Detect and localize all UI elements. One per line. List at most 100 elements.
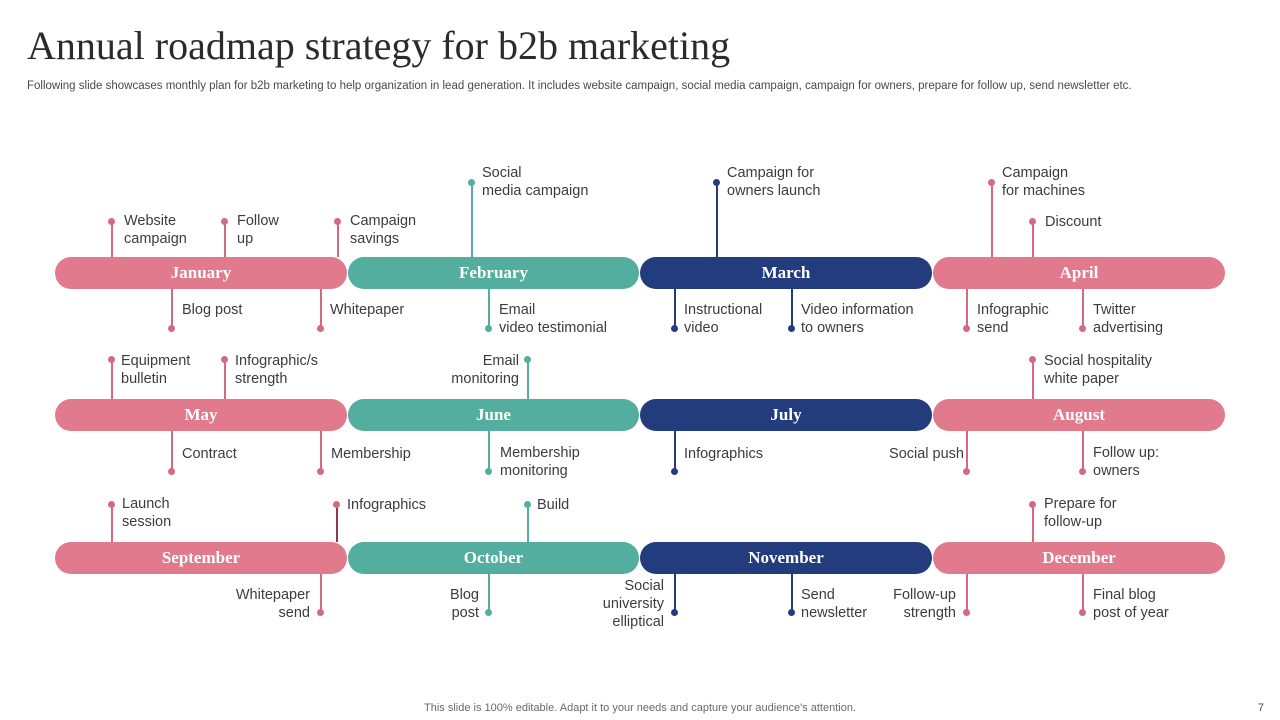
milestone-dot	[485, 325, 492, 332]
milestone-dot	[221, 218, 228, 225]
connector-line	[471, 182, 473, 257]
milestone-dot	[671, 325, 678, 332]
milestone-dot	[468, 179, 475, 186]
milestone-label: Follow up: owners	[1093, 445, 1160, 479]
milestone-label: Launch session	[122, 496, 172, 530]
connector-line	[966, 574, 968, 613]
milestone-label: Twitter advertising	[1093, 302, 1164, 336]
month-pill-july: July	[640, 399, 932, 431]
month-pill-january: January	[55, 257, 347, 289]
milestone-label: Follow up	[237, 213, 279, 247]
milestone-dot	[788, 609, 795, 616]
milestone-label: Contract	[182, 446, 237, 462]
milestone-label: Campaign for machines	[1002, 165, 1086, 199]
connector-line	[171, 431, 173, 471]
connector-line	[171, 289, 173, 328]
milestone-label: Follow-up strength	[893, 587, 956, 621]
connector-line	[488, 289, 490, 328]
connector-line	[966, 289, 968, 328]
connector-line	[674, 431, 676, 471]
month-pill-may: May	[55, 399, 347, 431]
milestone-dot	[788, 325, 795, 332]
milestone-label: Instructional video	[684, 302, 763, 336]
milestone-dot	[963, 468, 970, 475]
milestone-dot	[713, 179, 720, 186]
connector-line	[337, 221, 339, 257]
milestone-dot	[168, 468, 175, 475]
milestone-label: Website campaign	[124, 213, 187, 247]
milestone-label: Membership	[331, 446, 411, 462]
milestone-dot	[1029, 501, 1036, 508]
milestone-dot	[524, 501, 531, 508]
milestone-label: Blog post	[449, 587, 479, 621]
connector-line	[674, 574, 676, 613]
connector-line	[111, 359, 113, 399]
connector-line	[488, 431, 490, 471]
page-title: Annual roadmap strategy for b2b marketin…	[27, 23, 731, 68]
page-subtitle: Following slide showcases monthly plan f…	[27, 80, 1132, 92]
milestone-label: Social hospitality white paper	[1044, 353, 1152, 387]
milestone-dot	[963, 609, 970, 616]
connector-line	[674, 289, 676, 328]
footer-note: This slide is 100% editable. Adapt it to…	[424, 702, 856, 714]
connector-line	[1082, 431, 1084, 471]
connector-line	[320, 431, 322, 471]
connector-line	[527, 359, 529, 399]
milestone-dot	[108, 218, 115, 225]
milestone-label: Infographics	[347, 497, 426, 513]
milestone-dot	[334, 218, 341, 225]
milestone-label: Social media campaign	[482, 165, 589, 199]
connector-line	[111, 221, 113, 257]
milestone-label: Video information to owners	[801, 302, 914, 336]
milestone-label: Prepare for follow-up	[1044, 496, 1117, 530]
month-pill-august: August	[933, 399, 1225, 431]
milestone-dot	[524, 356, 531, 363]
month-pill-november: November	[640, 542, 932, 574]
month-pill-march: March	[640, 257, 932, 289]
month-pill-february: February	[348, 257, 639, 289]
milestone-dot	[988, 179, 995, 186]
connector-line	[224, 359, 226, 399]
milestone-label: Whitepaper	[330, 302, 405, 318]
month-pill-december: December	[933, 542, 1225, 574]
milestone-label: Whitepaper send	[235, 587, 310, 621]
connector-line	[791, 574, 793, 613]
milestone-label: Social push	[889, 446, 964, 462]
milestone-dot	[108, 501, 115, 508]
connector-line	[1082, 574, 1084, 613]
connector-line	[527, 504, 529, 542]
milestone-label: Send newsletter	[801, 587, 868, 621]
connector-line	[111, 504, 113, 542]
month-pill-october: October	[348, 542, 639, 574]
page-number: 7	[1257, 702, 1264, 714]
milestone-dot	[317, 468, 324, 475]
connector-line	[1032, 359, 1034, 399]
milestone-label: Build	[537, 497, 570, 513]
connector-line	[1032, 221, 1034, 257]
milestone-label: Membership monitoring	[500, 445, 580, 479]
milestone-dot	[963, 325, 970, 332]
connector-line	[320, 289, 322, 328]
milestone-label: Social university elliptical	[602, 578, 664, 630]
milestone-label: Infographics	[684, 446, 763, 462]
milestone-dot	[671, 468, 678, 475]
milestone-label: Equipment bulletin	[121, 353, 191, 387]
milestone-dot	[1079, 325, 1086, 332]
milestone-label: Infographic send	[977, 302, 1049, 336]
milestone-label: Blog post	[182, 302, 243, 318]
milestone-dot	[485, 468, 492, 475]
milestone-dot	[221, 356, 228, 363]
milestone-label: Campaign savings	[350, 213, 417, 247]
month-pill-june: June	[348, 399, 639, 431]
milestone-dot	[317, 609, 324, 616]
month-pill-september: September	[55, 542, 347, 574]
milestone-label: Infographic/s strength	[235, 353, 319, 387]
milestone-dot	[485, 609, 492, 616]
milestone-dot	[1029, 356, 1036, 363]
milestone-dot	[1079, 468, 1086, 475]
milestone-dot	[333, 501, 340, 508]
milestone-dot	[317, 325, 324, 332]
milestone-dot	[1079, 609, 1086, 616]
connector-line	[224, 221, 226, 257]
connector-line	[1082, 289, 1084, 328]
